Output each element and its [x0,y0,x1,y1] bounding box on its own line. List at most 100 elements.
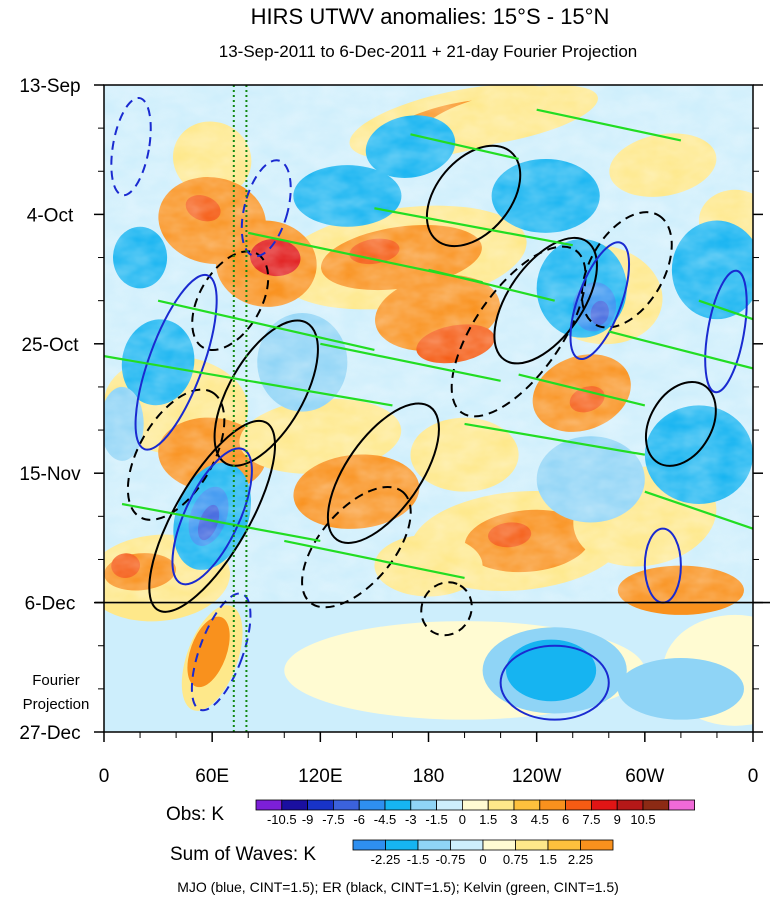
er-contour [644,380,717,467]
colorbar-box [580,839,614,851]
er-contour [191,250,270,351]
mjo-contour [171,447,253,586]
er-contour [450,245,587,418]
x-tick-label: 180 [413,766,445,787]
kelvin-contour [698,299,753,321]
colorbar-box [487,799,515,811]
colorbar-tick-label: -1.5 [407,852,429,867]
er-contour [326,402,440,544]
texture-overlay [104,85,753,604]
colorbar-tick-label: -0.75 [436,852,466,867]
colorbar-box [255,799,283,811]
colorbar-tick-label: 0 [459,812,466,827]
colorbar-box [513,799,541,811]
colorbar-box [565,799,592,811]
er-contour [126,388,226,521]
colorbar-box [332,799,360,811]
x-tick-label: 0 [99,766,110,787]
obs-colorbar: -10.5 -9 -7.5 -6 -4.5 -3 -1.5 0 1.5 3 4.5 6 7.5 9 10.5 [255,799,695,827]
kelvin-contour [284,539,465,580]
colorbar-tick-label: 2.25 [568,852,593,867]
anomaly-region [187,616,230,688]
er-contour [301,486,412,609]
er-contour [213,319,319,467]
y-tick-label: 15-Nov [19,464,81,485]
mjo-contour [704,269,748,394]
mjo-contour [240,159,292,258]
colorbar-tick-label: 1.5 [479,812,497,827]
obs-colorbar-label: Obs: K [166,804,224,825]
colorbar-box [436,799,463,811]
y-tick-label: 13-Sep [19,76,80,97]
colorbar-tick-label: 0 [479,852,486,867]
colorbar-box [385,839,419,851]
colorbar-tick-label: -4.5 [374,812,396,827]
plot-area [104,85,753,732]
waves-colorbar-label: Sum of Waves: K [170,844,316,865]
kelvin-contour [410,133,519,161]
colorbar-box [417,839,451,851]
colorbar-tick-label: -3 [405,812,417,827]
x-tick-label: 120E [298,766,342,787]
chart-title: HIRS UTWV anomalies: 15°S - 15°N [251,4,610,29]
x-tick-label: 0 [748,766,759,787]
x-tick-label: 60W [625,766,664,787]
colorbar-tick-label: -6 [353,812,365,827]
kelvin-contour [608,330,753,370]
kelvin-contour [464,422,646,456]
y-tick-label: 4-Oct [27,205,74,226]
colorbar-tick-label: 9 [614,812,621,827]
colorbar-tick-label: 0.75 [503,852,528,867]
projection-label-line2: Projection [23,696,90,713]
anomaly-region [506,639,597,702]
x-tick-label: 60E [195,766,229,787]
er-contour [148,419,277,613]
colorbar-tick-label: 3 [510,812,517,827]
colorbar-box [352,839,386,851]
er-contour [493,236,598,365]
projection-label-line1: Fourier [32,672,80,689]
colorbar-box [281,799,308,811]
colorbar-box [461,799,489,811]
colorbar-box [642,799,670,811]
colorbar-box [616,799,644,811]
er-contour [425,144,522,248]
colorbar-tick-label: 7.5 [582,812,600,827]
y-tick-label: 25-Oct [21,335,79,356]
colorbar-box [307,799,334,811]
wave-contours [104,96,753,721]
colorbar-box [450,839,484,851]
colorbar-tick-label: -7.5 [322,812,344,827]
colorbar-box [515,839,549,851]
colorbar-box [482,839,516,851]
kelvin-contour [157,299,375,352]
mjo-contour [190,592,252,712]
colorbar-tick-label: -1.5 [425,812,447,827]
kelvin-contour [104,355,393,407]
colorbar-tick-label: -2.25 [371,852,401,867]
er-contour [580,211,673,329]
colorbar-tick-label: 4.5 [531,812,549,827]
colorbar-box [410,799,437,811]
colorbar-tick-label: 1.5 [539,852,557,867]
kelvin-contour [428,268,555,302]
x-axis: 0 60E 120E 180 120W 60W 0 [99,732,759,787]
colorbar-box [539,799,566,811]
x-tick-label: 120W [512,766,562,787]
kelvin-contour [320,342,501,382]
colorbar-tick-label: 6 [562,812,569,827]
er-contour [420,581,473,637]
mjo-contour [134,273,218,451]
colorbar-tick-label: -9 [302,812,314,827]
kelvin-contour [644,490,753,530]
colorbar-tick-label: 10.5 [630,812,655,827]
kelvin-contour [374,207,573,247]
y-tick-label: 6-Dec [25,594,76,615]
colorbar-tick-label: -10.5 [267,812,297,827]
kelvin-contour [518,373,646,407]
colorbar-box [668,799,695,811]
chart-subtitle: 13-Sep-2011 to 6-Dec-2011 + 21-day Fouri… [219,42,637,61]
colorbar-box [547,839,581,851]
mjo-contour [569,241,631,361]
